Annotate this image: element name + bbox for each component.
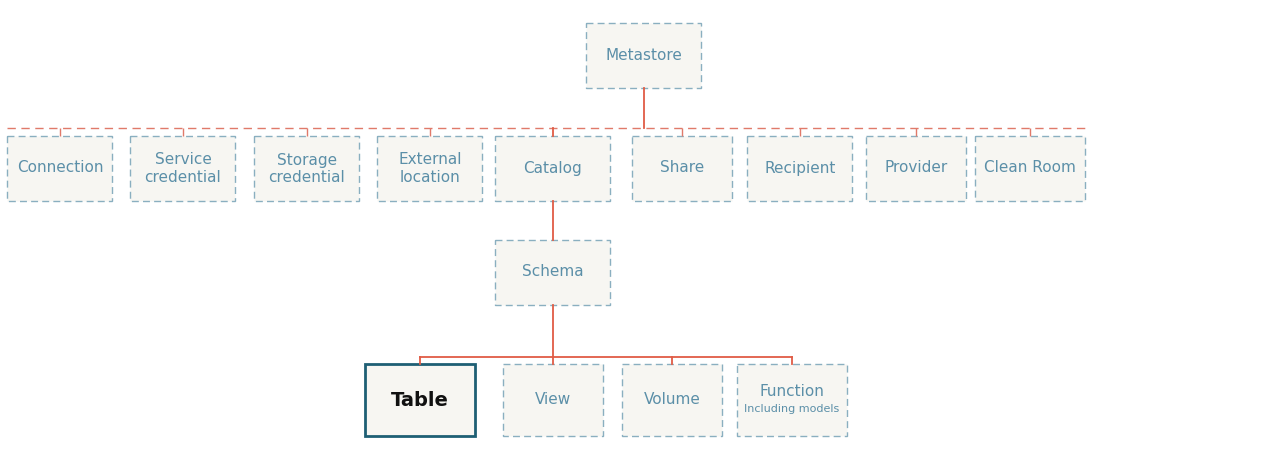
Text: Function: Function (760, 384, 824, 400)
Text: External: External (398, 152, 462, 168)
Bar (496, 239, 611, 304)
Text: credential: credential (269, 170, 345, 186)
Text: Metastore: Metastore (605, 48, 683, 62)
Text: Storage: Storage (277, 152, 337, 168)
Text: Volume: Volume (644, 393, 701, 407)
Bar (737, 364, 848, 436)
Text: Including models: Including models (744, 404, 840, 414)
Text: Clean Room: Clean Room (984, 160, 1075, 176)
Bar (365, 364, 475, 436)
Bar (255, 135, 359, 201)
Bar (747, 135, 853, 201)
Text: Catalog: Catalog (524, 160, 582, 176)
Text: credential: credential (144, 170, 222, 186)
Bar (586, 23, 702, 87)
Text: location: location (399, 170, 460, 186)
Text: Provider: Provider (885, 160, 948, 176)
Bar (496, 135, 611, 201)
Bar (8, 135, 112, 201)
Bar (622, 364, 723, 436)
Bar (632, 135, 732, 201)
Text: Share: Share (659, 160, 705, 176)
Text: Recipient: Recipient (764, 160, 836, 176)
Text: View: View (535, 393, 571, 407)
Bar (377, 135, 483, 201)
Text: Service: Service (155, 152, 211, 168)
Text: Table: Table (392, 390, 450, 409)
Text: Schema: Schema (522, 265, 583, 280)
Text: Connection: Connection (17, 160, 103, 176)
Bar (130, 135, 236, 201)
Bar (975, 135, 1084, 201)
Bar (866, 135, 966, 201)
Bar (504, 364, 603, 436)
